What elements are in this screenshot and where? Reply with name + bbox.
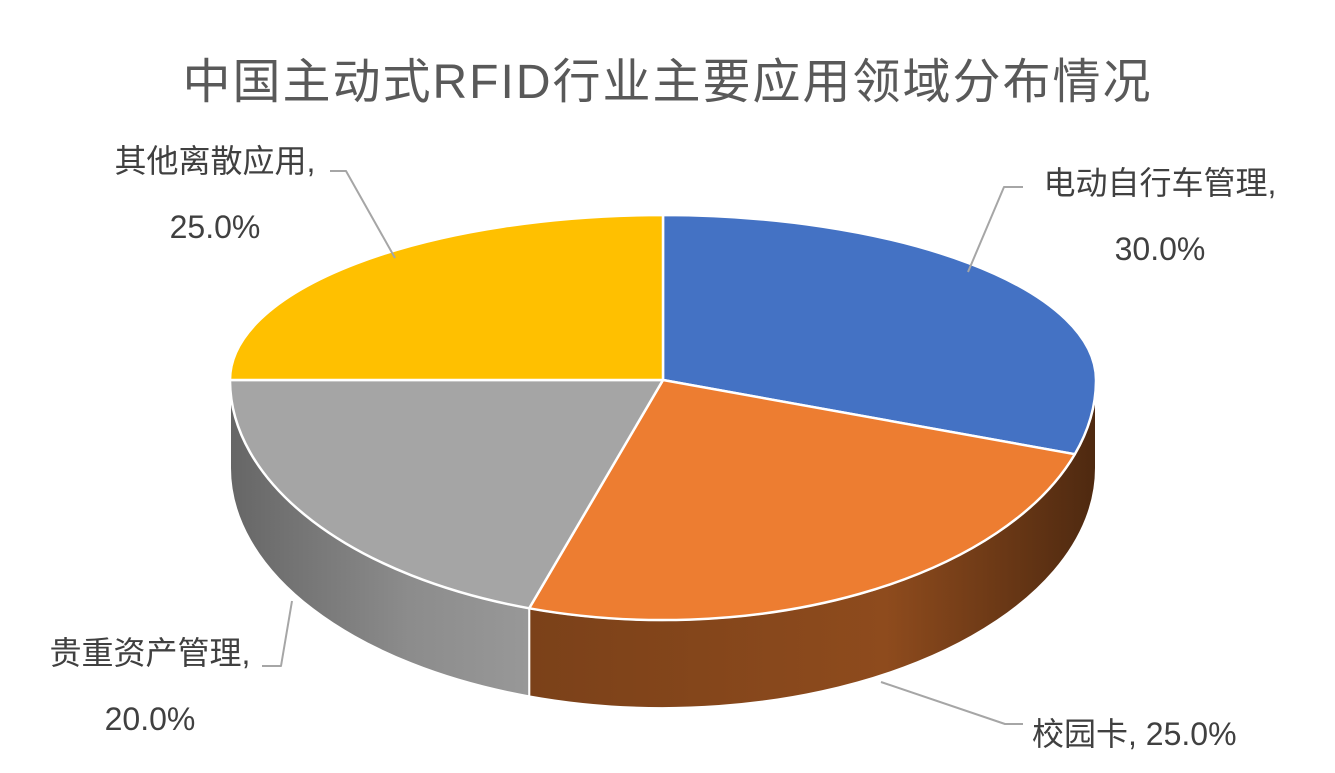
data-label-line2: 20.0%	[104, 701, 196, 737]
leader-line-1	[880, 681, 1023, 725]
leader-line-3	[330, 170, 396, 259]
data-label-line1: 其他离散应用,	[114, 143, 316, 179]
leader-line-2	[262, 600, 293, 667]
data-label-line1: 贵重资产管理,	[49, 635, 251, 671]
data-label-line2: 25.0%	[169, 209, 261, 245]
data-label-ebike-management: 电动自行车管理, 30.0%	[1000, 150, 1320, 282]
data-label-line1: 电动自行车管理,	[1043, 165, 1277, 201]
data-label-line1: 校园卡, 25.0%	[1032, 716, 1237, 752]
chart-title: 中国主动式RFID行业主要应用领域分布情况	[182, 56, 1153, 109]
pie-slice-0	[661, 213, 1098, 456]
pie-slice-3	[228, 213, 665, 382]
pie-slice-2	[228, 378, 665, 610]
data-label-other-discrete-apps: 其他离散应用, 25.0%	[85, 128, 345, 260]
leader-line-0	[967, 186, 1023, 273]
pie-slice-1	[527, 378, 1077, 622]
data-label-campus-card: 校园卡, 25.0%	[1032, 712, 1237, 756]
data-label-line2: 30.0%	[1114, 231, 1206, 267]
data-label-valuable-assets: 贵重资产管理, 20.0%	[25, 620, 275, 752]
